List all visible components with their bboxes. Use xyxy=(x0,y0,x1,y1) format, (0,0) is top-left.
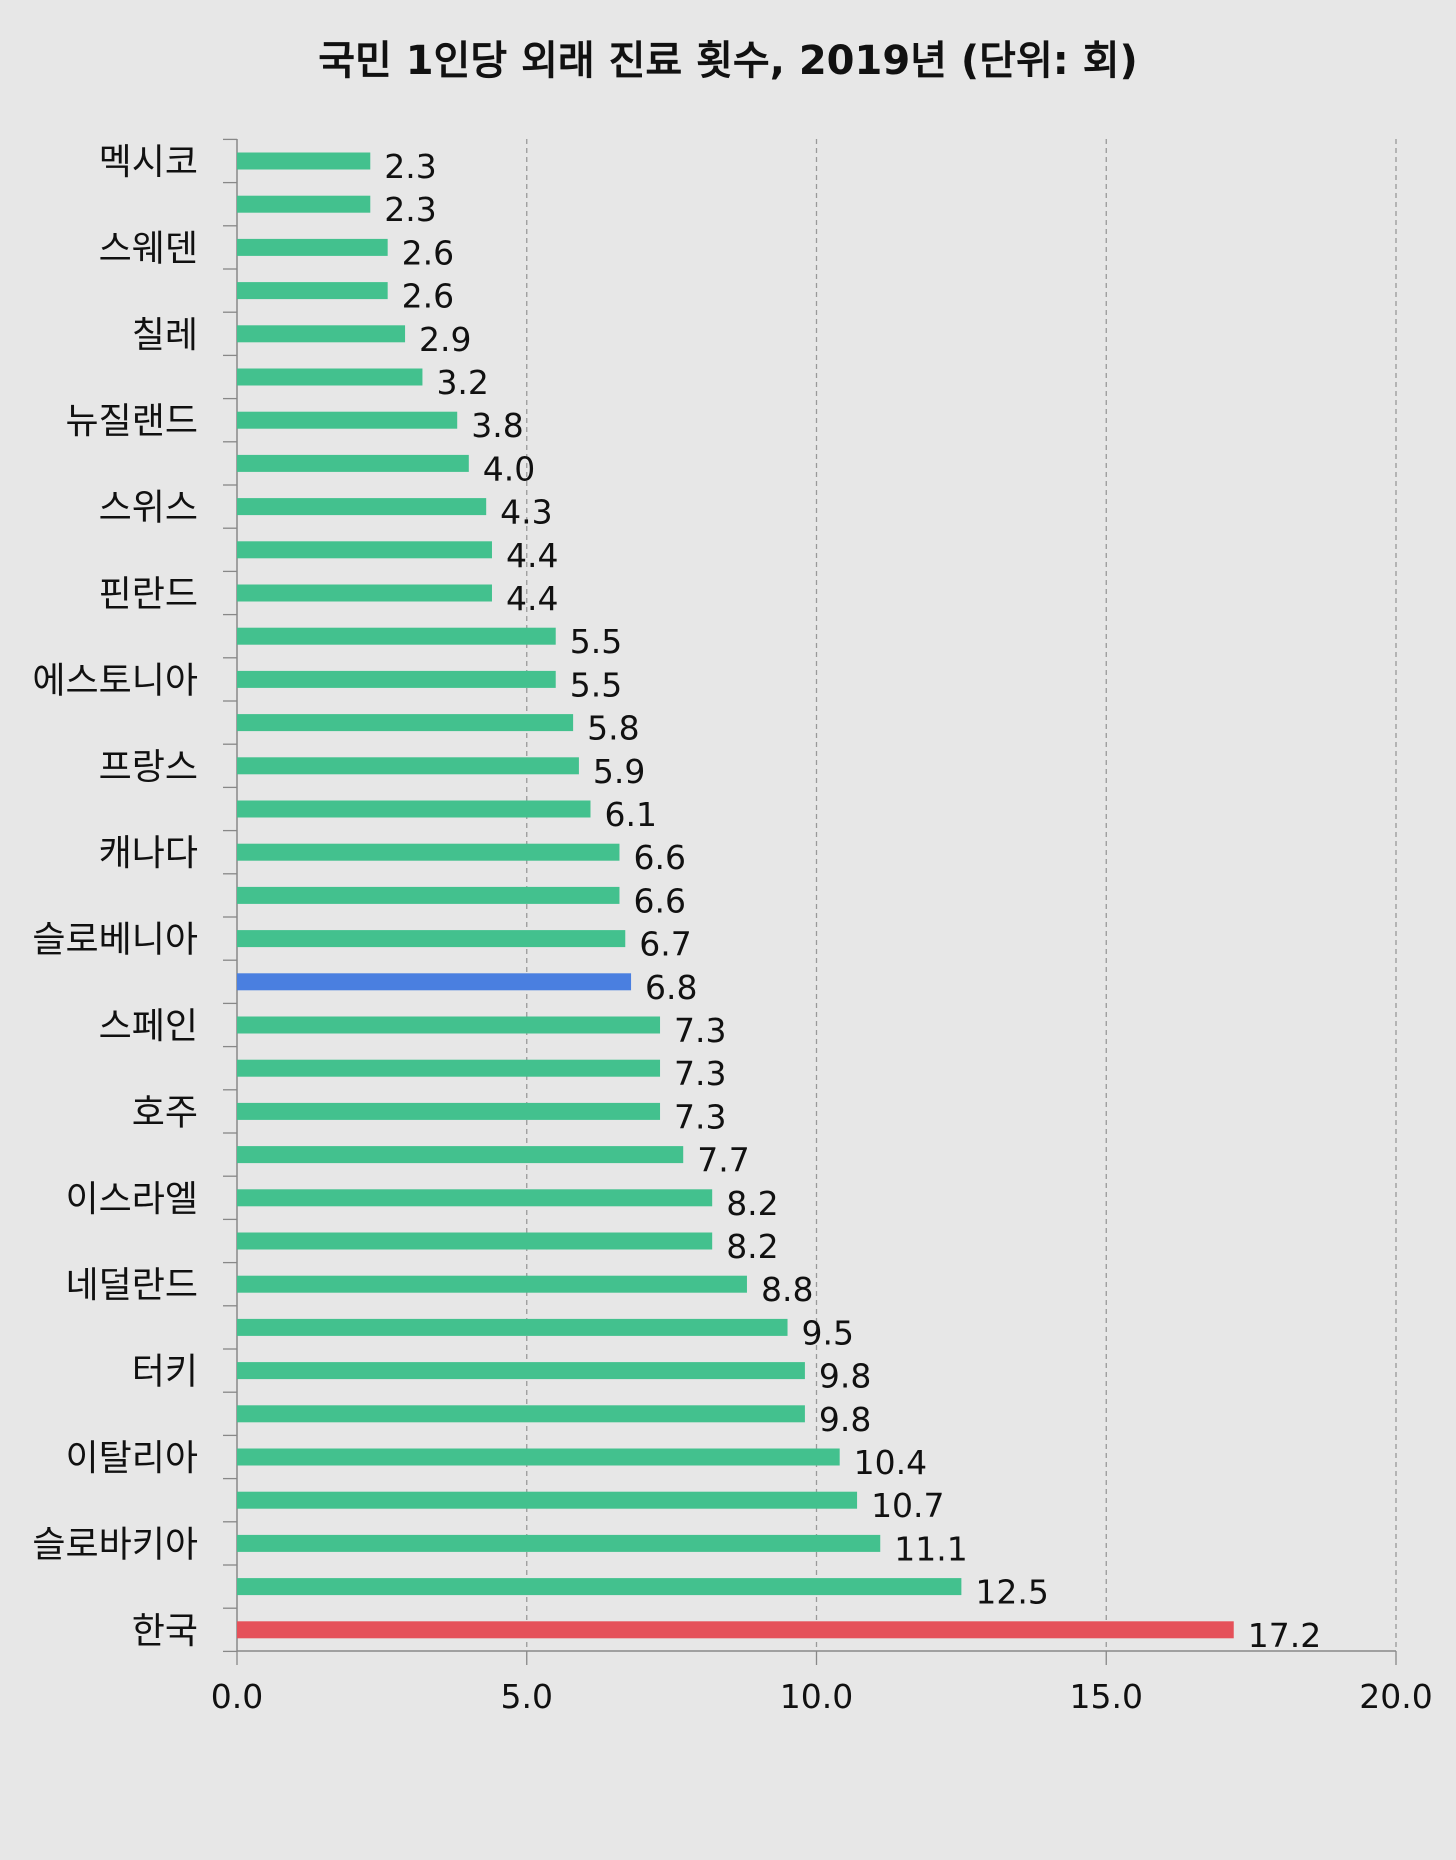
bar xyxy=(237,843,620,861)
bar xyxy=(237,1318,788,1336)
bar xyxy=(237,757,579,775)
category-label: 멕시코 xyxy=(99,142,198,183)
data-label: 7.3 xyxy=(674,1011,726,1050)
bar xyxy=(237,1362,805,1380)
data-label: 5.5 xyxy=(570,622,622,661)
data-label: 6.6 xyxy=(633,881,685,920)
data-label: 2.6 xyxy=(402,277,454,316)
x-tick-label: 5.0 xyxy=(501,1677,553,1716)
category-label: 에스토니아 xyxy=(32,660,198,701)
data-label: 9.8 xyxy=(819,1400,871,1439)
bar xyxy=(237,1146,684,1164)
category-label: 뉴질랜드 xyxy=(66,401,198,442)
category-label: 호주 xyxy=(132,1092,198,1133)
x-tick-label: 0.0 xyxy=(211,1677,263,1716)
data-label: 2.9 xyxy=(419,320,471,359)
data-label: 4.0 xyxy=(483,449,535,488)
bar xyxy=(237,1405,805,1423)
bar xyxy=(237,886,620,904)
data-label: 4.4 xyxy=(506,536,558,575)
bar xyxy=(237,973,632,991)
data-label: 7.7 xyxy=(697,1141,749,1180)
category-label: 네덜란드 xyxy=(66,1265,198,1306)
category-label: 슬로바키아 xyxy=(32,1524,198,1565)
bar xyxy=(237,714,574,732)
bar xyxy=(237,1578,962,1596)
bar xyxy=(237,411,458,429)
category-label: 한국 xyxy=(132,1611,198,1652)
category-label: 칠레 xyxy=(132,315,198,356)
x-tick-label: 15.0 xyxy=(1070,1677,1143,1716)
bar xyxy=(237,627,556,645)
data-label: 8.8 xyxy=(761,1270,813,1309)
x-tick-label: 20.0 xyxy=(1359,1677,1432,1716)
bar xyxy=(237,541,492,559)
category-label: 이스라엘 xyxy=(66,1179,198,1220)
bar xyxy=(237,1189,713,1207)
category-label: 슬로베니아 xyxy=(32,920,198,961)
data-label: 3.2 xyxy=(436,363,488,402)
data-label: 11.1 xyxy=(894,1529,967,1568)
data-label: 6.6 xyxy=(633,838,685,877)
data-label: 5.5 xyxy=(570,665,622,704)
bar xyxy=(237,1534,881,1552)
category-label: 핀란드 xyxy=(99,574,198,615)
data-label: 9.8 xyxy=(819,1357,871,1396)
bar xyxy=(237,670,556,688)
data-label: 2.3 xyxy=(384,190,436,229)
data-label: 10.7 xyxy=(871,1486,944,1525)
bar xyxy=(237,1016,661,1034)
data-label: 6.1 xyxy=(604,795,656,834)
bar xyxy=(237,282,388,300)
bar xyxy=(237,1491,858,1509)
category-label: 프랑스 xyxy=(99,747,198,788)
data-label: 9.5 xyxy=(802,1313,854,1352)
bar xyxy=(237,1275,747,1293)
category-label: 스웨덴 xyxy=(99,228,198,269)
data-label: 3.8 xyxy=(471,406,523,445)
bar xyxy=(237,195,371,213)
bar xyxy=(237,800,591,818)
bar xyxy=(237,238,388,256)
data-label: 6.8 xyxy=(645,968,697,1007)
data-label: 5.8 xyxy=(587,709,639,748)
category-label: 스위스 xyxy=(99,488,198,529)
chart-title: 국민 1인당 외래 진료 횟수, 2019년 (단위: 회) xyxy=(318,38,1138,84)
data-label: 4.4 xyxy=(506,579,558,618)
data-label: 4.3 xyxy=(500,493,552,532)
bar xyxy=(237,1448,840,1466)
x-tick-label: 10.0 xyxy=(780,1677,853,1716)
bar xyxy=(237,1621,1234,1639)
bar xyxy=(237,1232,713,1250)
data-label: 2.3 xyxy=(384,147,436,186)
data-label: 6.7 xyxy=(639,925,691,964)
data-label: 8.2 xyxy=(726,1227,778,1266)
category-label: 터키 xyxy=(132,1352,198,1393)
bar xyxy=(237,584,492,602)
data-label: 12.5 xyxy=(975,1573,1048,1612)
category-label: 스페인 xyxy=(99,1006,198,1047)
data-label: 2.6 xyxy=(402,233,454,272)
data-label: 8.2 xyxy=(726,1184,778,1223)
bar xyxy=(237,368,423,386)
bar xyxy=(237,454,469,472)
data-label: 5.9 xyxy=(593,752,645,791)
data-label: 7.3 xyxy=(674,1054,726,1093)
data-label: 10.4 xyxy=(854,1443,927,1482)
category-label: 이탈리아 xyxy=(66,1438,198,1479)
bar xyxy=(237,152,371,170)
bar xyxy=(237,325,406,343)
bar xyxy=(237,1102,661,1120)
bar xyxy=(237,498,487,516)
data-label: 17.2 xyxy=(1248,1616,1321,1655)
bar xyxy=(237,1059,661,1077)
data-label: 7.3 xyxy=(674,1097,726,1136)
category-label: 캐나다 xyxy=(99,833,198,874)
bar xyxy=(237,930,626,948)
